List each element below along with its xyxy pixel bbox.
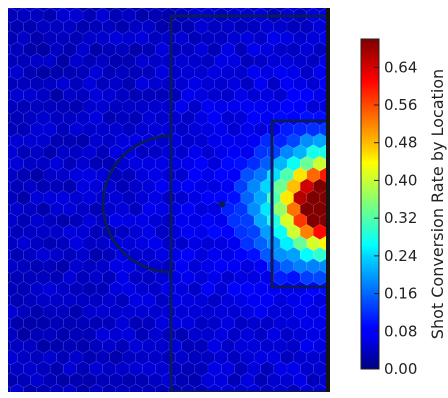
colorbar-tick-label: 0.32 (384, 209, 417, 227)
hexbin-cell (207, 383, 222, 392)
hexbin-cell (220, 383, 235, 392)
hexbin-cell (333, 327, 346, 342)
hexbin-cell (49, 8, 64, 12)
hexbin-cell (333, 145, 346, 160)
colorbar-tick-label: 0.48 (384, 134, 417, 152)
hexbin-cell (333, 190, 346, 205)
hexbin-cell (234, 8, 248, 12)
hexbin-cell (49, 383, 64, 392)
hexbin-cell (299, 8, 314, 12)
colorbar-tick-label: 0.64 (384, 58, 417, 76)
hexbin-cell (260, 8, 275, 12)
hexbin-cell (36, 8, 51, 12)
hexbin-cell (312, 383, 327, 392)
hexbin-cell (207, 8, 222, 12)
hexbin-cell (89, 383, 103, 392)
hexbin-cell (333, 167, 346, 182)
hexbin-cell (247, 383, 262, 392)
hexbin-cell (333, 281, 346, 296)
hexbin-cell (23, 383, 38, 392)
hexbin-cell (234, 383, 248, 392)
hexbin-cell (333, 373, 346, 388)
six-yard-box-line (270, 119, 330, 289)
hexbin-cell (333, 213, 346, 228)
hexbin-cell (128, 383, 143, 392)
hexbin-cell (76, 383, 90, 392)
hexbin-cell (181, 383, 196, 392)
hexbin-cell (76, 8, 90, 12)
hexbin-cell (333, 8, 346, 23)
hexbin-cell (168, 8, 182, 12)
hexbin-cell (333, 99, 346, 114)
colorbar-ticks: 0.00 0.08 0.16 0.24 0.32 0.40 0.48 0.56 0.64 (374, 58, 417, 378)
colorbar-tick-label: 0.08 (384, 322, 417, 340)
hexbin-cell (115, 383, 130, 392)
hexbin-cell (128, 8, 143, 12)
penalty-spot (218, 200, 226, 208)
hexbin-cell (260, 383, 275, 392)
hexbin-cell (194, 383, 209, 392)
hexbin-cell (333, 76, 346, 91)
colorbar-tick-label: 0.16 (384, 285, 417, 303)
hexbin-cell (36, 383, 51, 392)
colorbar-tick-label: 0.24 (384, 247, 417, 265)
hexbin-cell (220, 8, 235, 12)
pitch-markings (101, 14, 330, 392)
hexbin-cell (102, 8, 117, 12)
hexbin-cell (62, 8, 77, 12)
goal-line (326, 8, 330, 392)
hexbin-cell (115, 8, 130, 12)
hexbin-cell (333, 31, 346, 46)
hexbin-cell (102, 383, 117, 392)
colorbar-gradient (360, 38, 380, 370)
hexbin-cell (333, 53, 346, 68)
hexbin-cell (299, 383, 314, 392)
penalty-area-line (169, 14, 330, 392)
hexbin-cell (194, 8, 209, 12)
hexbin-cell (181, 8, 196, 12)
hexbin-cell (141, 383, 156, 392)
hexbin-cell (273, 383, 288, 392)
hexbin-cell (333, 236, 346, 251)
hexbin-cell (155, 8, 169, 12)
colorbar: 0.00 0.08 0.16 0.24 0.32 0.40 0.48 0.56 0.64 Sho… (360, 38, 447, 378)
hexbin-cell (333, 304, 346, 319)
colorbar-tick-label: 0.56 (384, 96, 417, 114)
hexbin-cell (8, 385, 11, 392)
hexbin-cell (155, 383, 169, 392)
hexbin-cell (89, 8, 103, 12)
hexbin-cell (10, 383, 25, 392)
hexbin-cell (286, 8, 301, 12)
hexbin-cell (141, 8, 156, 12)
hexbin-cell (247, 8, 261, 12)
hexbin-cells (8, 8, 346, 392)
colorbar-title: Shot Conversion Rate by Location (428, 69, 447, 339)
penalty-arc-line (101, 134, 172, 274)
colorbar-tick-label: 0.40 (384, 171, 417, 189)
hexbin-cell (286, 383, 301, 392)
hexbin-cell (333, 350, 346, 365)
hexbin-cell (333, 122, 346, 137)
hexbin-cell (10, 8, 24, 12)
hexbin-cell (333, 259, 346, 274)
hexbin-cell (313, 8, 327, 12)
hexbin-cell (62, 383, 77, 392)
colorbar-tick-label: 0.00 (384, 360, 417, 378)
hexbin-cell (23, 8, 38, 12)
hexbin-cell (273, 8, 288, 12)
